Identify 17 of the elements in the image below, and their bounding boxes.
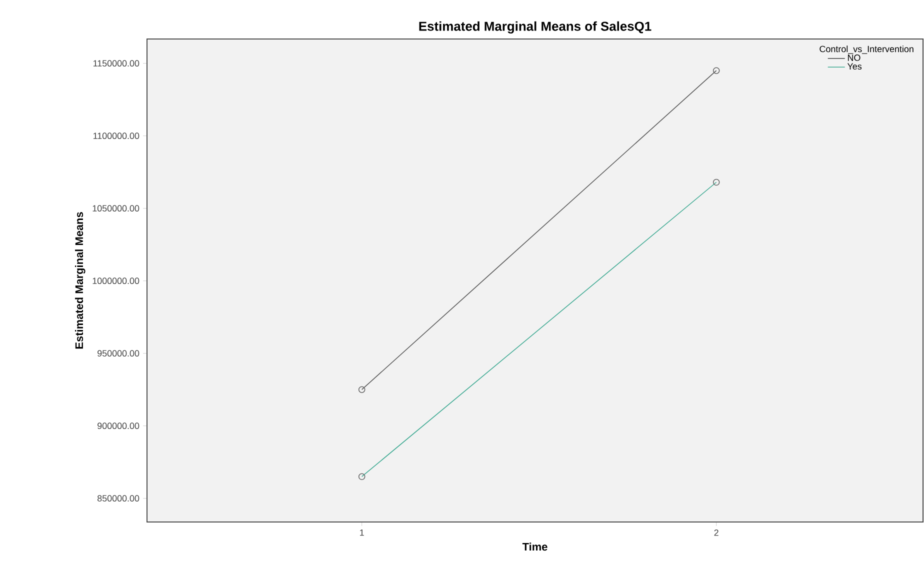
x-tick-label: 2 — [714, 530, 718, 536]
y-axis-title: Estimated Marginal Means — [75, 212, 86, 349]
y-tick-label: 950000.00 — [98, 350, 140, 357]
x-tick-label: 1 — [360, 530, 364, 536]
point — [358, 386, 366, 393]
y-tick-label: 1100000.00 — [93, 132, 140, 140]
y-tick-label: 1050000.00 — [92, 205, 140, 212]
y-tick-label: 1150000.00 — [93, 60, 140, 67]
y-tick-label: 1000000.00 — [92, 278, 140, 284]
y-tick-label: 900000.00 — [98, 422, 140, 430]
chart-title: Estimated Marginal Means of SalesQ1 — [419, 21, 652, 34]
x-axis-title: Time — [522, 542, 548, 551]
legend-label: NO — [848, 54, 860, 61]
point — [712, 67, 720, 74]
legend-label: Yes — [847, 63, 862, 70]
legend-title: Control_vs_Intervention — [820, 46, 914, 54]
y-tick-label: 850000.00 — [97, 495, 140, 502]
